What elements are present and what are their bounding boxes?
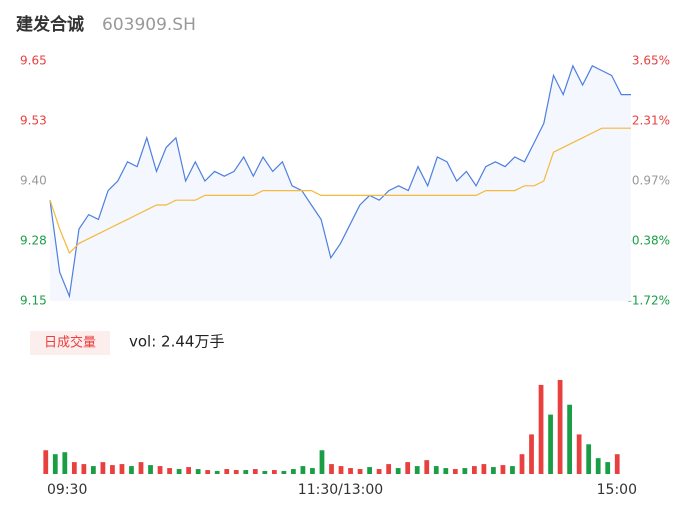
volume-bar [500,465,506,474]
y2-tick-label: 3.65% [632,54,670,68]
y2-tick-label: -0.38% [628,234,670,248]
volume-bar [452,469,458,474]
x-tick-label: 15:00 [597,482,637,498]
volume-bar [52,454,58,474]
volume-label: vol: 2.44万手 [129,333,224,351]
volume-bar [157,466,163,474]
volume-bar [281,471,287,474]
y-tick-label: 9.40 [20,174,47,188]
volume-bar [62,452,68,474]
volume-bar [529,434,534,474]
volume-bar [43,450,49,474]
y-tick-label: 9.15 [20,294,47,308]
volume-bar [252,469,258,474]
volume-bar [348,468,353,474]
volume-legend: 日成交量 [44,335,96,351]
volume-bar [519,454,525,474]
volume-bar [462,468,468,474]
volume-bar [338,466,344,474]
price-area [50,65,631,301]
volume-bar [414,466,420,474]
volume-bar [586,444,592,474]
volume-bar [138,462,144,474]
volume-bar [91,466,96,474]
volume-bar [300,466,306,474]
x-tick-label: 09:30 [47,482,87,498]
legend-box [30,331,110,355]
volume-bar [129,466,134,474]
volume-bar [595,458,601,474]
volume-bar [567,404,572,474]
volume-bar [481,464,487,474]
volume-bar [491,467,496,474]
volume-bar [176,469,182,474]
volume-bar [148,465,153,474]
volume-bar [233,470,239,474]
volume-bar [319,450,325,474]
volume-bar [548,414,553,474]
volume-bar [433,466,439,474]
volume-bar [110,465,115,474]
volume-bar [510,466,515,474]
stock-name: 建发合诚 [16,14,84,35]
volume-bar [614,454,620,474]
volume-bar [424,460,430,474]
volume-bar [167,468,172,474]
volume-bar [262,471,268,474]
volume-bar [214,471,220,474]
volume-bar [271,470,277,474]
volume-bar [405,462,411,474]
y-tick-label: 9.53 [20,114,47,128]
volume-bar [71,462,77,474]
volume-bar [186,467,192,474]
stock-code: 603909.SH [102,15,196,35]
volume-bar [291,469,296,474]
volume-bar [576,434,582,474]
y2-tick-label: 0.97% [632,173,670,187]
volume-bar [386,464,392,474]
y-tick-label: 9.28 [20,234,47,248]
volume-bar [195,469,201,474]
volume-bar [367,467,372,474]
volume-bar [119,464,125,474]
x-tick-label: 11:30/13:00 [298,482,383,498]
price-line [49,64,631,299]
volume-bar [395,468,401,474]
volume-bar [100,462,106,474]
volume-bar [81,464,87,474]
volume-bar [243,470,249,474]
volume-bar [357,469,363,474]
volume-bar [538,384,544,474]
volume-bar [605,462,611,474]
volume-bar [376,469,382,474]
volume-bar [205,470,211,474]
y-tick-label: 9.65 [20,54,47,68]
average-line [49,127,631,255]
volume-bar [329,464,334,474]
volume-bar [557,379,563,474]
volume-bar [471,466,477,474]
volume-bar [224,469,230,474]
y2-tick-label: 2.31% [632,113,670,127]
y2-tick-label: -1.72% [628,294,670,308]
volume-bar [443,468,449,474]
volume-bar [310,468,315,474]
